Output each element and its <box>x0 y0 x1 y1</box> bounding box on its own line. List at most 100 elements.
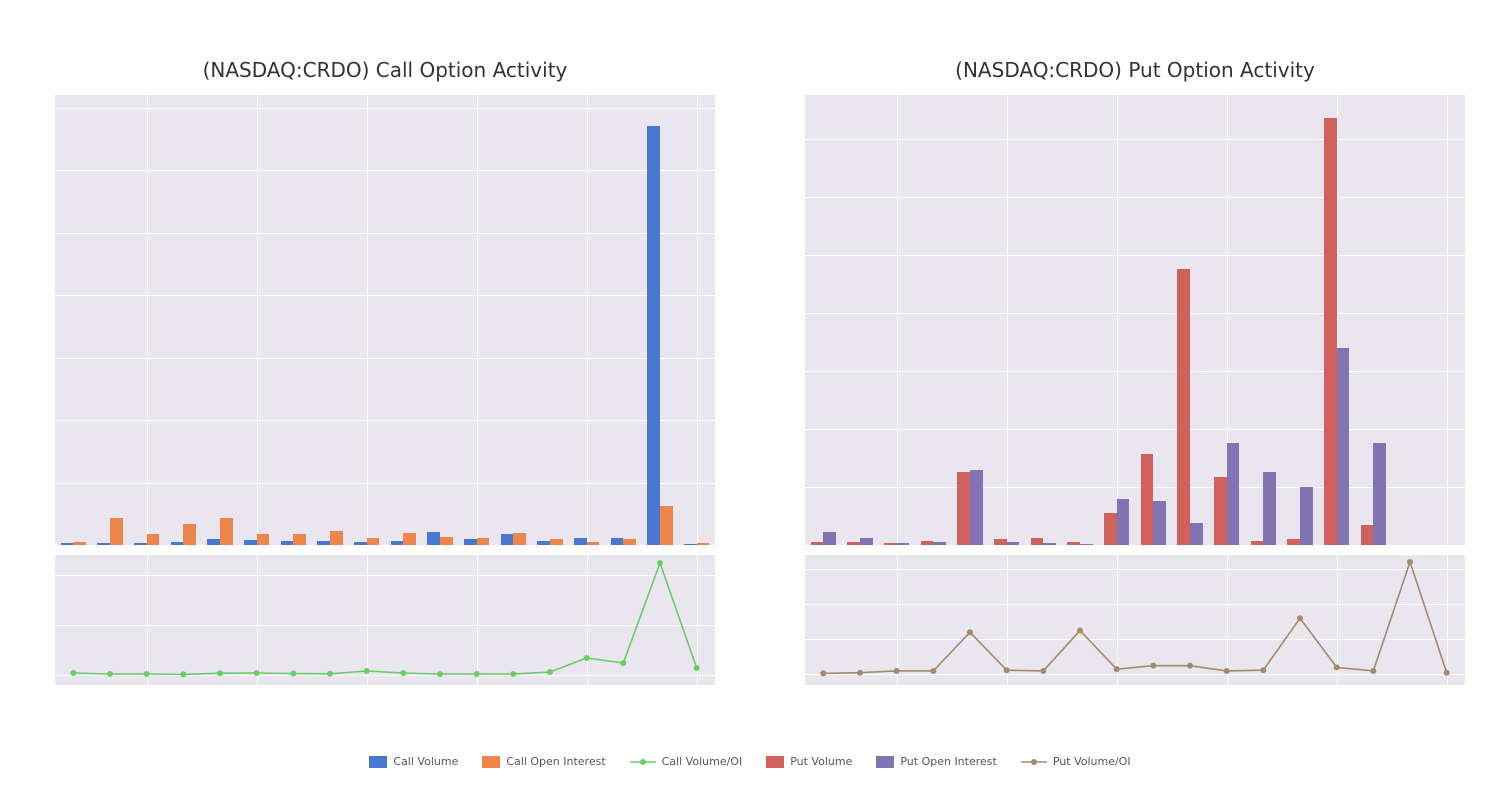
series-marker <box>1150 663 1156 669</box>
legend-label: Call Volume <box>393 755 458 768</box>
series-marker <box>107 671 113 677</box>
series-marker <box>364 668 370 674</box>
series-marker <box>857 670 863 676</box>
bar <box>623 539 636 545</box>
bar <box>281 541 294 545</box>
series-line <box>73 563 696 674</box>
legend-item: Call Open Interest <box>482 755 605 768</box>
figure-root: (NASDAQ:CRDO) Call Option Activity 010k2… <box>0 0 1500 800</box>
line-layer <box>805 555 1465 685</box>
bar <box>1177 269 1190 545</box>
bar <box>244 540 257 545</box>
gridline-v <box>477 95 478 545</box>
series-marker <box>327 671 333 677</box>
legend-label: Call Volume/OI <box>662 755 743 768</box>
legend-label: Call Open Interest <box>506 755 605 768</box>
bar <box>73 542 86 545</box>
bar <box>574 538 587 546</box>
bar <box>464 539 477 545</box>
series-marker <box>1224 668 1230 674</box>
bar <box>884 543 897 545</box>
gridline-h <box>805 429 1465 430</box>
bar <box>477 538 490 546</box>
gridline-v <box>367 95 368 545</box>
bar <box>1287 539 1300 545</box>
bar <box>684 544 697 545</box>
gridline-h <box>55 108 715 109</box>
series-marker <box>620 660 626 666</box>
line-layer <box>55 555 715 685</box>
bar <box>611 538 624 546</box>
put-panel: (NASDAQ:CRDO) Put Option Activity 02k4k6… <box>805 0 1465 800</box>
series-marker <box>894 668 900 674</box>
gridline-v <box>697 95 698 545</box>
bar <box>811 542 824 545</box>
bar <box>354 542 367 545</box>
series-marker <box>1260 667 1266 673</box>
bar <box>1373 443 1386 545</box>
bar <box>660 506 673 545</box>
call-title: (NASDAQ:CRDO) Call Option Activity <box>55 58 715 82</box>
gridline-h <box>805 255 1465 256</box>
series-marker <box>820 670 826 676</box>
bar <box>550 539 563 545</box>
bar <box>61 543 74 545</box>
legend-label: Put Volume <box>790 755 852 768</box>
legend-line-icon <box>630 756 656 768</box>
bar <box>1153 501 1166 545</box>
gridline-v <box>1447 95 1448 545</box>
gridline-h <box>55 295 715 296</box>
bar <box>1067 542 1080 545</box>
bar <box>1214 477 1227 545</box>
series-marker <box>217 670 223 676</box>
gridline-h <box>55 358 715 359</box>
series-marker <box>1077 628 1083 634</box>
series-marker <box>1114 666 1120 672</box>
series-line <box>823 562 1446 673</box>
series-marker <box>474 671 480 677</box>
bar <box>697 543 710 545</box>
bar <box>403 533 416 546</box>
gridline-h <box>805 371 1465 372</box>
bar <box>847 542 860 545</box>
call-ratio-plot: 0510Dec 292024Jan 122025Jan 26Feb 9Feb 2… <box>55 555 715 685</box>
bar <box>897 543 910 545</box>
bar <box>171 542 184 545</box>
series-marker <box>1040 668 1046 674</box>
bar <box>330 531 343 545</box>
gridline-h <box>55 170 715 171</box>
bar <box>1227 443 1240 545</box>
legend-item: Put Open Interest <box>876 755 997 768</box>
legend-item: Call Volume/OI <box>630 755 743 768</box>
gridline-v <box>587 95 588 545</box>
bar <box>134 543 147 546</box>
bar <box>970 470 983 545</box>
bar <box>391 541 404 545</box>
call-bars-plot: 010k20k30k40k50k60k70k <box>55 95 715 545</box>
gridline-v <box>147 95 148 545</box>
gridline-h <box>805 487 1465 488</box>
series-marker <box>290 671 296 677</box>
bar <box>293 534 306 545</box>
bar <box>440 537 453 545</box>
bar <box>501 534 514 545</box>
series-marker <box>547 669 553 675</box>
legend-label: Put Volume/OI <box>1053 755 1131 768</box>
bar <box>957 472 970 545</box>
series-marker <box>1407 559 1413 565</box>
series-marker <box>1334 664 1340 670</box>
series-marker <box>967 629 973 635</box>
bar <box>921 541 934 545</box>
series-marker <box>657 560 663 566</box>
put-bars-plot: 02k4k6k8k10k12k14k <box>805 95 1465 545</box>
series-marker <box>930 668 936 674</box>
put-title: (NASDAQ:CRDO) Put Option Activity <box>805 58 1465 82</box>
bar <box>220 518 233 545</box>
series-marker <box>400 670 406 676</box>
bar <box>1361 525 1374 545</box>
series-marker <box>254 670 260 676</box>
legend-item: Put Volume/OI <box>1021 755 1131 768</box>
bar <box>1007 542 1020 545</box>
bar <box>1141 454 1154 545</box>
bar <box>147 534 160 545</box>
